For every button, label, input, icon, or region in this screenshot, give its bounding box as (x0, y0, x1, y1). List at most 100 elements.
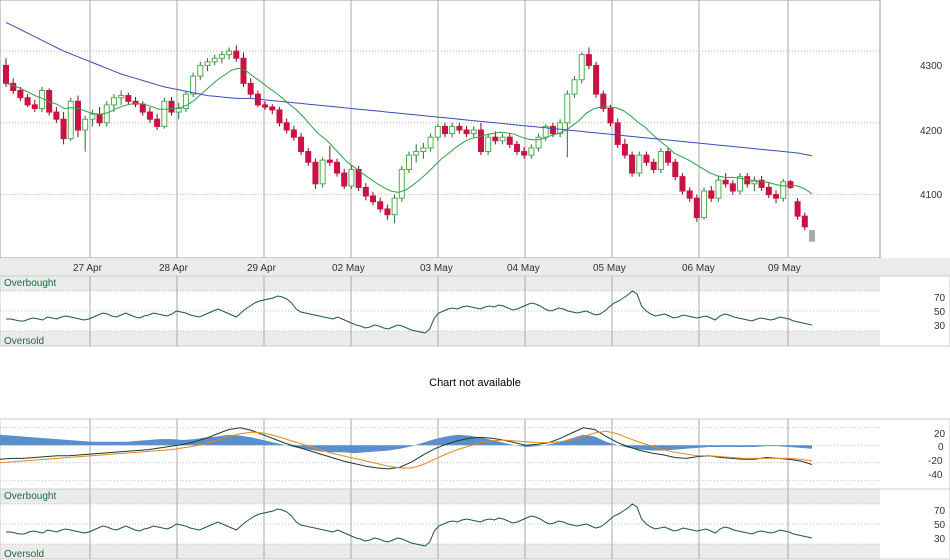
candle-body (737, 176, 744, 192)
candle-body (175, 107, 182, 113)
y-tick-label: 4200 (920, 126, 943, 137)
y-tick-label: -20 (928, 456, 943, 467)
x-tick-label: 05 May (593, 263, 626, 274)
candle-body (672, 161, 679, 178)
candle-body (89, 113, 96, 120)
y-tick-label: 0 (938, 442, 944, 453)
candle-body (362, 186, 369, 197)
candle-body (283, 122, 290, 131)
y-tick-label: 30 (934, 534, 946, 545)
candle-body (290, 129, 297, 138)
y-tick-label: 4300 (920, 61, 943, 72)
candle-body (571, 79, 578, 95)
candle-body (765, 186, 772, 196)
oscillator-line (6, 290, 813, 334)
candle-body (636, 154, 643, 174)
candle-body (607, 107, 614, 124)
candle-body (96, 113, 103, 124)
macd-panel (0, 418, 950, 490)
price-grid (0, 0, 880, 258)
candle-body (773, 194, 780, 199)
candle-body (218, 54, 225, 59)
candle-body (441, 125, 448, 135)
candle-body (794, 201, 801, 217)
candle-body (247, 82, 254, 95)
candle-body (355, 168, 362, 188)
oscillator-panel (0, 488, 950, 560)
candle-body (679, 176, 686, 192)
candle-body (470, 129, 477, 135)
price-moving-averages (5, 21, 813, 195)
candle-body (319, 159, 326, 185)
candle-body (449, 125, 456, 135)
candle-body (204, 61, 211, 66)
candle-body (528, 147, 535, 156)
candle-body (629, 154, 636, 174)
candle-body (693, 197, 700, 219)
candle-body (506, 136, 513, 145)
y-tick-label: 20 (934, 429, 946, 440)
candle-body (477, 129, 484, 153)
candle-body (118, 95, 125, 99)
candle-body (492, 136, 499, 142)
candle-body (557, 122, 564, 135)
candle-body (643, 154, 650, 163)
panel-frame (0, 275, 950, 347)
overbought-band (0, 489, 880, 504)
x-tick-label: 27 Apr (73, 263, 103, 274)
candle-body (139, 103, 146, 113)
candle-body (427, 136, 434, 149)
candle-body (513, 143, 520, 153)
candle-body (154, 118, 161, 127)
panel-frame (0, 488, 950, 560)
oversold-band (0, 544, 880, 559)
macd-histogram (0, 434, 812, 454)
candle-body (715, 179, 722, 199)
candle-body (17, 90, 24, 99)
candle-body (182, 93, 189, 109)
candle-body (614, 122, 621, 145)
y-tick-label: 50 (934, 520, 946, 531)
x-tick-label: 29 Apr (247, 263, 277, 274)
candle-body (110, 97, 117, 106)
candle-body (650, 161, 657, 170)
candle-body (60, 118, 67, 140)
candle-body (377, 201, 384, 210)
candle-body (31, 104, 38, 109)
candle-body (751, 179, 758, 185)
candle-body (161, 100, 168, 127)
y-tick-label: 30 (934, 321, 946, 332)
candle-body (621, 143, 628, 156)
candle-body (420, 147, 427, 153)
candle-body (190, 75, 197, 95)
candle-body (67, 100, 74, 140)
candle-body (564, 93, 571, 124)
candle-body (233, 50, 240, 59)
candle-body (787, 181, 794, 188)
candle-body (758, 179, 765, 188)
candle-body (146, 111, 153, 120)
candle-body (729, 183, 736, 192)
overbought-label: Overbought (4, 491, 56, 502)
moving-average-short-line (5, 67, 813, 195)
candle-body (298, 136, 305, 153)
candle-body (334, 161, 341, 174)
candle-body (413, 151, 420, 156)
candle-body (578, 54, 585, 81)
candle-body (391, 197, 398, 216)
candle-body (549, 125, 556, 135)
y-tick-label: 50 (934, 307, 946, 318)
x-tick-label: 04 May (507, 263, 540, 274)
candle-body (780, 181, 787, 199)
candle-body (521, 151, 528, 156)
candle-body (456, 125, 463, 131)
panel-frame (0, 418, 950, 490)
candle-body (600, 93, 607, 109)
chart-unavailable-message: Chart not available (429, 377, 521, 389)
candle-body (485, 136, 492, 153)
candle-body (701, 190, 708, 219)
candle-body (312, 161, 319, 185)
candle-body (463, 129, 470, 135)
candle-body (384, 208, 391, 216)
